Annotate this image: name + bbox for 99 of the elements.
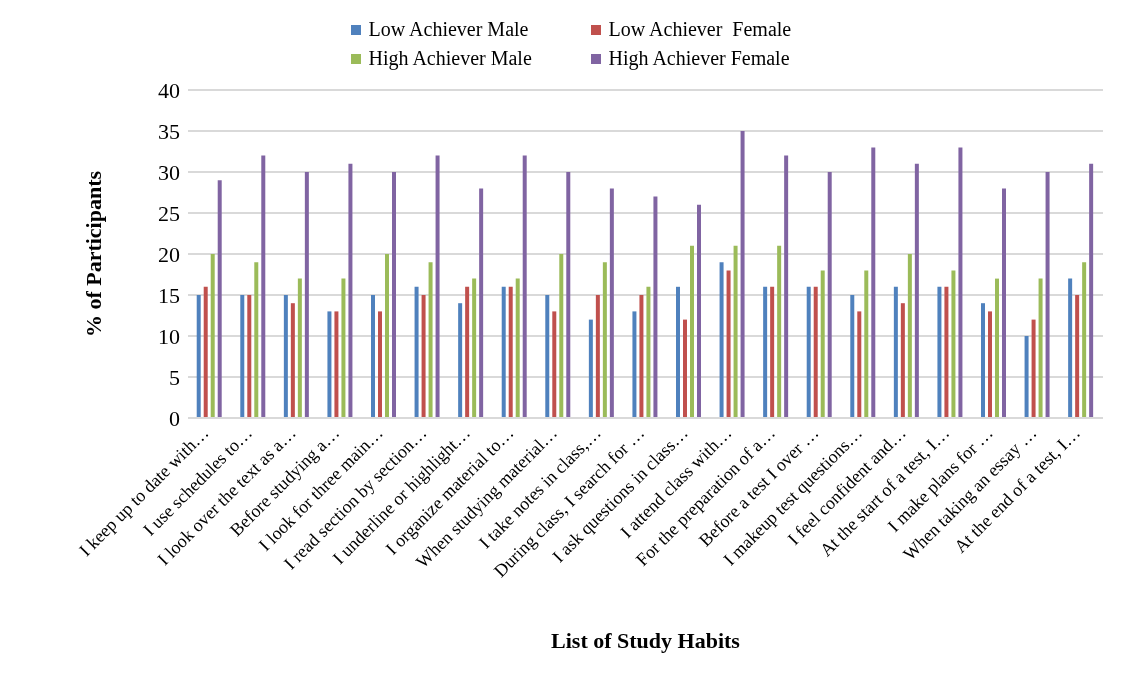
bar bbox=[958, 147, 963, 418]
legend-label: Low Achiever Male bbox=[367, 18, 530, 41]
x-axis-title: List of Study Habits bbox=[551, 628, 741, 653]
bar bbox=[435, 155, 440, 418]
y-tick-label: 35 bbox=[158, 118, 180, 144]
bar bbox=[864, 270, 869, 418]
legend-label: High Achiever Male bbox=[367, 47, 533, 70]
bar bbox=[1075, 295, 1080, 418]
bar bbox=[857, 311, 862, 418]
bar bbox=[653, 196, 658, 418]
bar bbox=[414, 286, 419, 418]
bar bbox=[777, 245, 782, 418]
bar bbox=[1038, 278, 1043, 418]
bar bbox=[261, 155, 266, 418]
bar bbox=[378, 311, 382, 418]
bar bbox=[784, 155, 789, 418]
bar bbox=[1031, 319, 1036, 418]
bar bbox=[1089, 163, 1094, 418]
y-tick-label: 40 bbox=[158, 77, 180, 103]
bar bbox=[522, 155, 527, 418]
y-axis-title: % of Participants bbox=[80, 170, 106, 338]
y-tick-label: 5 bbox=[169, 364, 180, 390]
bar bbox=[304, 172, 309, 418]
bar bbox=[545, 295, 550, 418]
bar bbox=[871, 147, 876, 418]
bar bbox=[595, 295, 600, 418]
bar bbox=[588, 319, 593, 418]
bar bbox=[290, 303, 295, 418]
bar bbox=[740, 131, 745, 418]
y-tick-label: 10 bbox=[158, 323, 180, 349]
bar bbox=[981, 303, 985, 418]
bar bbox=[566, 172, 571, 418]
bar bbox=[508, 286, 513, 418]
legend-label: Low Achiever Female bbox=[607, 18, 793, 41]
bar bbox=[893, 286, 898, 418]
bar bbox=[850, 295, 855, 418]
bar bbox=[371, 295, 375, 418]
y-tick-label: 15 bbox=[158, 282, 180, 308]
y-tick-label: 0 bbox=[169, 405, 180, 431]
bar bbox=[392, 172, 396, 418]
y-tick-label: 30 bbox=[158, 159, 180, 185]
bar bbox=[515, 278, 520, 418]
bar bbox=[937, 286, 942, 418]
bar bbox=[697, 204, 701, 418]
bar bbox=[196, 295, 201, 418]
bar bbox=[327, 311, 332, 418]
bar bbox=[341, 278, 346, 418]
bar bbox=[552, 311, 557, 418]
bar bbox=[1024, 336, 1029, 418]
bar bbox=[676, 286, 680, 418]
y-tick-label: 20 bbox=[158, 241, 180, 267]
bar bbox=[1045, 172, 1050, 418]
bar bbox=[827, 172, 832, 418]
bar bbox=[210, 254, 215, 418]
bar bbox=[1082, 262, 1087, 418]
bar bbox=[690, 245, 694, 418]
bar bbox=[770, 286, 775, 418]
bar bbox=[995, 278, 999, 418]
bar bbox=[283, 295, 288, 418]
bar bbox=[914, 163, 919, 418]
bar bbox=[820, 270, 825, 418]
bar bbox=[421, 295, 426, 418]
bar bbox=[639, 295, 644, 418]
bar bbox=[907, 254, 912, 418]
bar bbox=[501, 286, 506, 418]
bar bbox=[297, 278, 302, 418]
bar bbox=[602, 262, 607, 418]
bar bbox=[348, 163, 353, 418]
bar bbox=[609, 188, 614, 418]
bar bbox=[1068, 278, 1073, 418]
bar bbox=[254, 262, 259, 418]
bar bbox=[632, 311, 637, 418]
bar bbox=[951, 270, 956, 418]
bar bbox=[733, 245, 738, 418]
bar bbox=[900, 303, 905, 418]
bar bbox=[203, 286, 208, 418]
bar bbox=[240, 295, 245, 418]
bar bbox=[763, 286, 768, 418]
y-tick-label: 25 bbox=[158, 200, 180, 226]
bar bbox=[719, 262, 724, 418]
bar bbox=[334, 311, 339, 418]
bar bbox=[385, 254, 389, 418]
bar bbox=[472, 278, 477, 418]
bar bbox=[726, 270, 731, 418]
bar bbox=[646, 286, 651, 418]
bar bbox=[1002, 188, 1006, 418]
bar bbox=[458, 303, 463, 418]
bar bbox=[465, 286, 470, 418]
bar bbox=[683, 319, 687, 418]
bar bbox=[813, 286, 818, 418]
legend-label: High Achiever Female bbox=[607, 47, 791, 70]
bar bbox=[247, 295, 252, 418]
bar bbox=[479, 188, 484, 418]
bar bbox=[428, 262, 433, 418]
bar bbox=[806, 286, 811, 418]
bar bbox=[988, 311, 992, 418]
bar bbox=[217, 180, 222, 418]
bar bbox=[944, 286, 949, 418]
bar bbox=[559, 254, 564, 418]
